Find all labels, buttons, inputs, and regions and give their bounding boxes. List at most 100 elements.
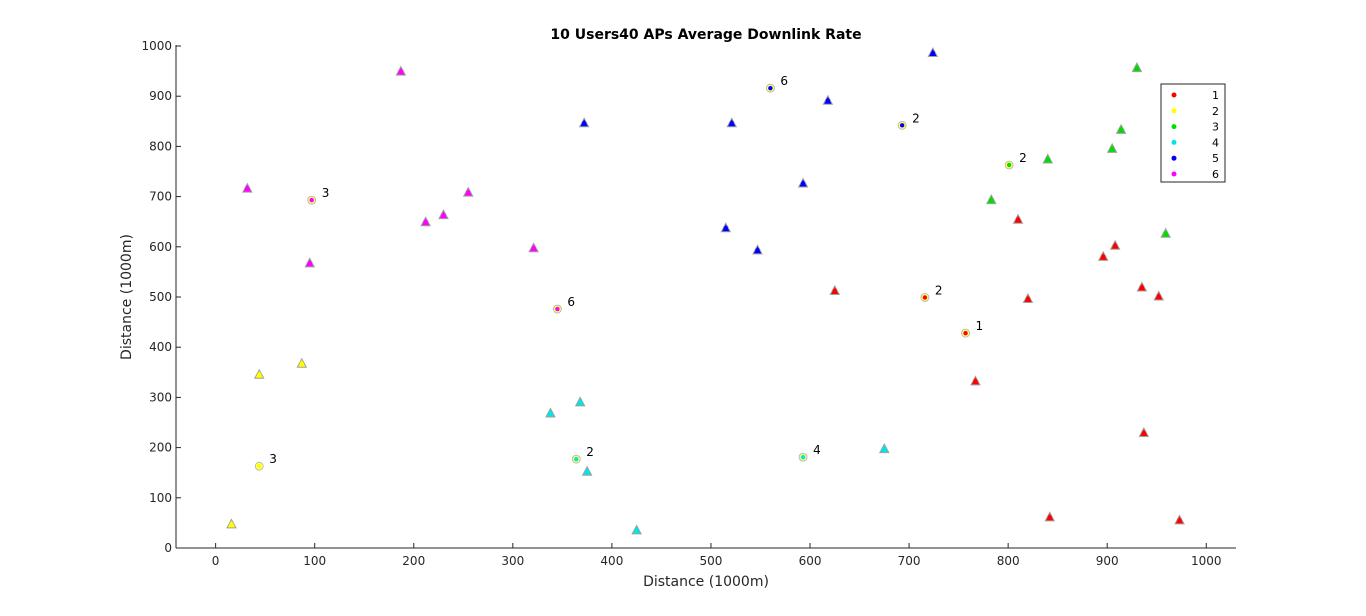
ap-dot-marker [299, 361, 305, 366]
y-tick-label-8: 800 [149, 139, 172, 153]
ap-dot-marker [1141, 430, 1147, 436]
user-7: 2 [920, 284, 943, 302]
ap-dot-marker [307, 261, 312, 266]
legend-marker-6 [1171, 171, 1177, 177]
user-label-4: 6 [780, 74, 788, 88]
ap-dot-marker [832, 288, 837, 294]
access-point-15 [578, 117, 590, 128]
access-point-26 [1044, 511, 1056, 522]
user-dot-marker [800, 454, 806, 460]
y-axis-label: Distance (1000m) [119, 234, 135, 360]
user-4: 6 [765, 74, 788, 93]
user-6: 2 [897, 111, 920, 130]
ap-dot-marker [531, 246, 536, 251]
user-dot-marker [963, 330, 968, 336]
y-tick-label-2: 200 [149, 441, 172, 455]
users-layer: 3 3 6 2 6 4 2 2 1 2 [254, 74, 1027, 471]
ap-dot-marker [1163, 231, 1168, 236]
access-point-13 [631, 524, 642, 535]
access-point-9 [528, 242, 539, 253]
user-label-2: 6 [567, 295, 575, 309]
access-point-24 [1012, 213, 1024, 224]
x-tick-label-7: 700 [898, 554, 921, 568]
access-point-11 [574, 396, 586, 407]
access-point-18 [752, 244, 763, 255]
ap-dot-marker [245, 186, 250, 191]
x-tick-label-2: 200 [402, 554, 425, 568]
ap-dot-marker [825, 98, 831, 103]
access-point-2 [296, 357, 308, 368]
access-point-38 [1160, 227, 1171, 238]
access-point-12 [581, 465, 593, 476]
user-label-9: 2 [1019, 151, 1027, 165]
user-dot-marker [899, 123, 905, 128]
ap-dot-marker [973, 379, 978, 384]
user-label-3: 2 [586, 445, 594, 459]
access-point-25 [1022, 292, 1034, 304]
user-dot-marker [768, 85, 773, 91]
x-tick-label-8: 800 [997, 554, 1020, 568]
user-5: 4 [798, 443, 821, 462]
access-point-34 [1042, 153, 1054, 164]
legend-label-3: 3 [1212, 121, 1219, 134]
y-tick-label-5: 500 [149, 290, 172, 304]
user-0: 3 [254, 452, 277, 471]
ap-dot-marker [398, 69, 404, 74]
ap-dot-marker [930, 50, 936, 56]
legend-marker-3 [1171, 124, 1177, 130]
y-tick-label-9: 900 [149, 89, 172, 103]
ap-dot-marker [441, 212, 446, 218]
ap-dot-marker [548, 411, 553, 416]
ap-dot-marker [1118, 127, 1124, 133]
y-tick-label-4: 400 [149, 340, 172, 354]
ap-dot-marker [257, 372, 262, 378]
user-label-8: 1 [976, 319, 984, 333]
user-8: 1 [961, 319, 984, 338]
access-point-1 [253, 368, 265, 379]
user-label-7: 2 [935, 284, 943, 298]
user-dot-marker [1006, 162, 1012, 168]
ap-dot-marker [882, 446, 887, 452]
ap-dot-marker [1025, 296, 1031, 302]
ap-dot-marker [729, 121, 734, 126]
access-point-14 [878, 443, 890, 454]
access-point-0 [226, 518, 237, 529]
ap-dot-marker [584, 469, 590, 474]
access-point-3 [241, 182, 253, 193]
legend-box [1160, 83, 1226, 183]
ap-dot-marker [1139, 285, 1145, 290]
access-point-10 [545, 407, 556, 418]
legend-marker-1 [1171, 92, 1177, 98]
legend-label-1: 1 [1212, 89, 1219, 102]
access-point-27 [1097, 250, 1109, 261]
ap-dot-marker [1177, 518, 1182, 523]
access-point-4 [304, 257, 316, 268]
ap-dot-marker [800, 181, 806, 186]
y-tick-label-6: 600 [149, 240, 172, 254]
user-dot-marker [922, 295, 928, 300]
access-point-5 [395, 65, 407, 76]
ap-dot-marker [1045, 157, 1050, 162]
access-point-22 [829, 284, 841, 295]
legend-marker-4 [1171, 139, 1177, 145]
x-tick-label-9: 900 [1096, 554, 1119, 568]
user-3: 2 [571, 445, 594, 464]
access-point-30 [1138, 426, 1150, 438]
x-tick-label-1: 100 [303, 554, 326, 568]
access-point-21 [927, 46, 939, 58]
legend-label-5: 5 [1212, 152, 1219, 165]
access-point-7 [438, 209, 449, 220]
access-point-37 [1131, 62, 1143, 73]
user-dot-marker [309, 197, 314, 203]
chart-title: 10 Users40 APs Average Downlink Rate [550, 27, 861, 43]
user-label-1: 3 [322, 186, 330, 200]
x-tick-label-10: 1000 [1191, 554, 1222, 568]
user-1: 3 [307, 186, 330, 205]
ap-dot-marker [577, 400, 583, 405]
user-label-6: 2 [912, 111, 920, 125]
y-ticks: 0 100 200 300 400 500 600 700 800 900 1000 [141, 39, 181, 555]
legend-label-6: 6 [1212, 168, 1219, 181]
access-point-16 [720, 222, 732, 233]
ap-dot-marker [989, 197, 994, 203]
access-point-29 [1136, 281, 1148, 292]
